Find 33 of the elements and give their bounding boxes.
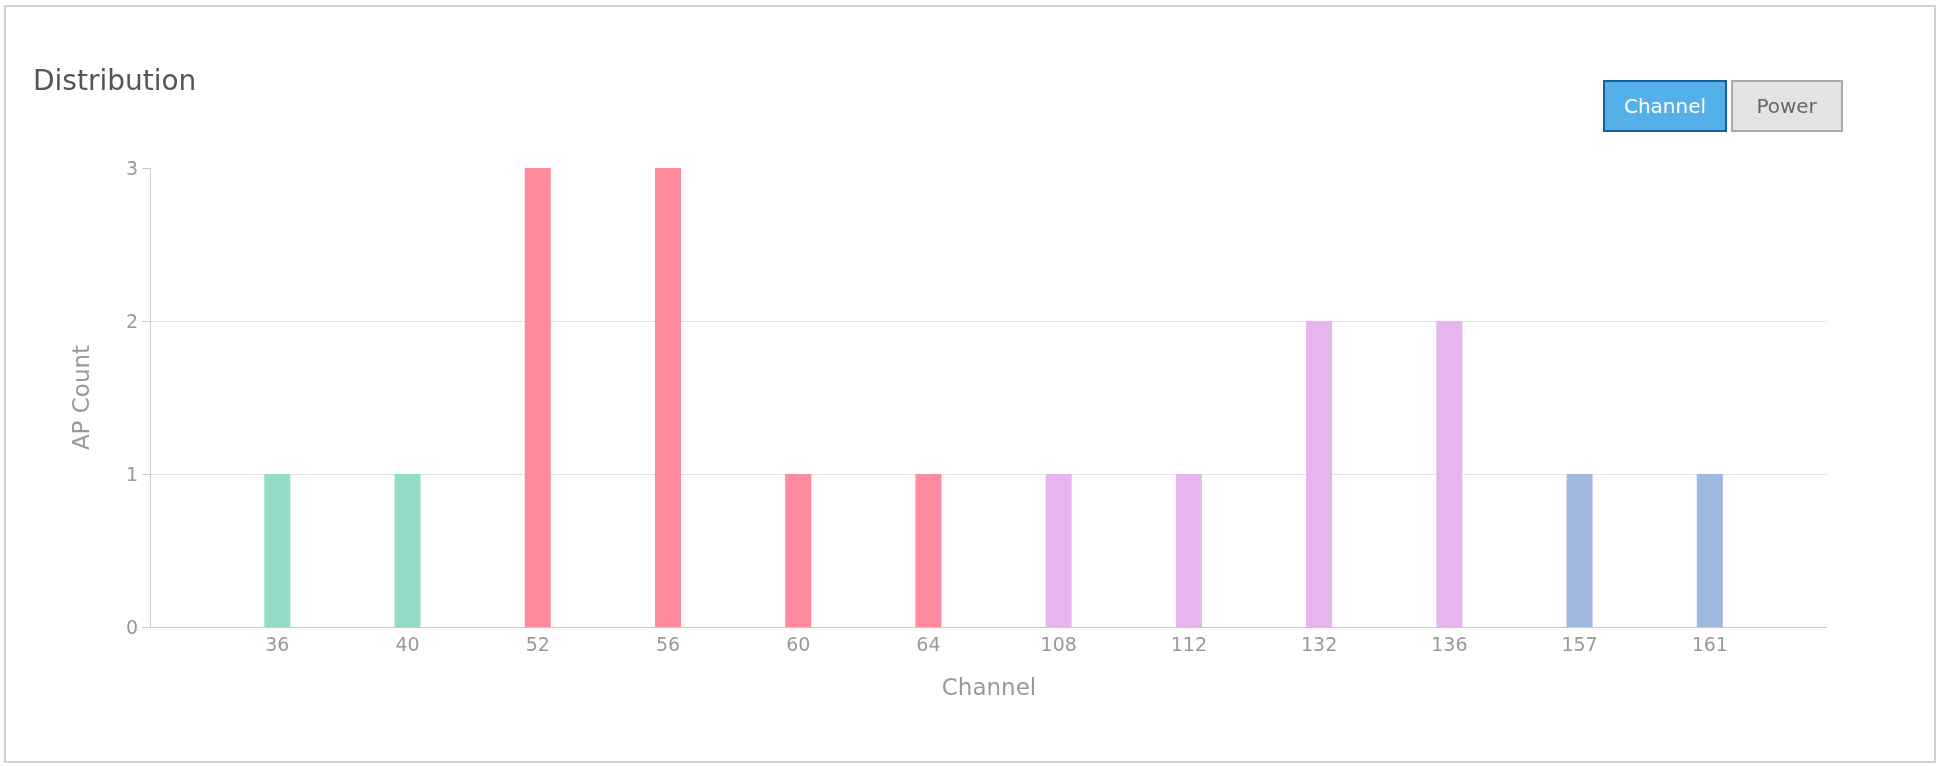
y-tick-label: 1 [126,462,139,485]
bar [1436,321,1463,627]
x-tick-label: 52 [525,632,550,655]
y-tick-label: 3 [126,156,139,179]
bar [1175,474,1202,627]
bar [785,474,812,627]
x-tick-label: 60 [786,632,811,655]
bar [394,474,421,627]
bar [1306,321,1333,627]
bar [524,168,551,627]
x-tick-label: 161 [1691,632,1728,655]
x-tick-label: 136 [1431,632,1468,655]
y-tick-label: 2 [126,309,139,332]
x-tick-label: 36 [265,632,290,655]
x-tick-label: 157 [1561,632,1598,655]
bar [264,474,291,627]
text: Power [1756,94,1818,118]
x-tick-label: 56 [655,632,681,655]
bar [654,168,682,627]
y-axis-title: AP Count [67,344,94,451]
x-tick-label: 132 [1300,632,1338,655]
text: Channel [1623,94,1707,118]
x-tick-label: 108 [1040,632,1077,655]
x-tick-label: 40 [395,632,420,655]
x-tick-label: 64 [916,632,941,655]
chart-title: Distribution [33,63,197,97]
bar [1566,474,1593,627]
bar [1045,474,1072,627]
y-tick-label: 0 [126,615,139,638]
x-tick-label: 112 [1170,632,1208,655]
bar [915,474,942,627]
bar [1696,474,1723,627]
x-axis-title: Channel [941,674,1037,701]
